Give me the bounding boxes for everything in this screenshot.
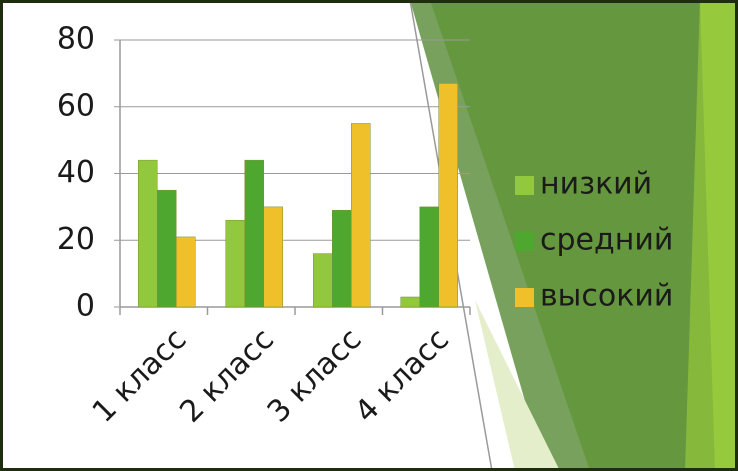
bar [176, 236, 196, 308]
legend-swatch [515, 232, 534, 251]
bar [138, 159, 158, 308]
bar [332, 209, 352, 308]
bar [244, 159, 264, 308]
legend-label: высокий [540, 279, 673, 314]
bar [157, 189, 177, 308]
bar [400, 296, 420, 308]
y-tick-label: 40 [57, 155, 95, 190]
legend-label: средний [540, 223, 673, 258]
bar [438, 83, 458, 308]
y-tick-label: 0 [76, 289, 95, 324]
bar [419, 206, 439, 308]
decor-shape [475, 300, 560, 471]
legend-swatch [515, 288, 534, 307]
y-tick-label: 60 [57, 88, 95, 123]
legend-swatch [515, 176, 534, 195]
decor-shape [700, 0, 738, 471]
y-tick-label: 20 [57, 222, 95, 257]
decor-shape [410, 0, 700, 471]
y-tick-label: 80 [57, 22, 95, 57]
legend-label: низкий [540, 167, 652, 202]
bar [225, 219, 245, 308]
bar [313, 253, 333, 308]
bar [263, 206, 283, 308]
bar [351, 123, 371, 308]
